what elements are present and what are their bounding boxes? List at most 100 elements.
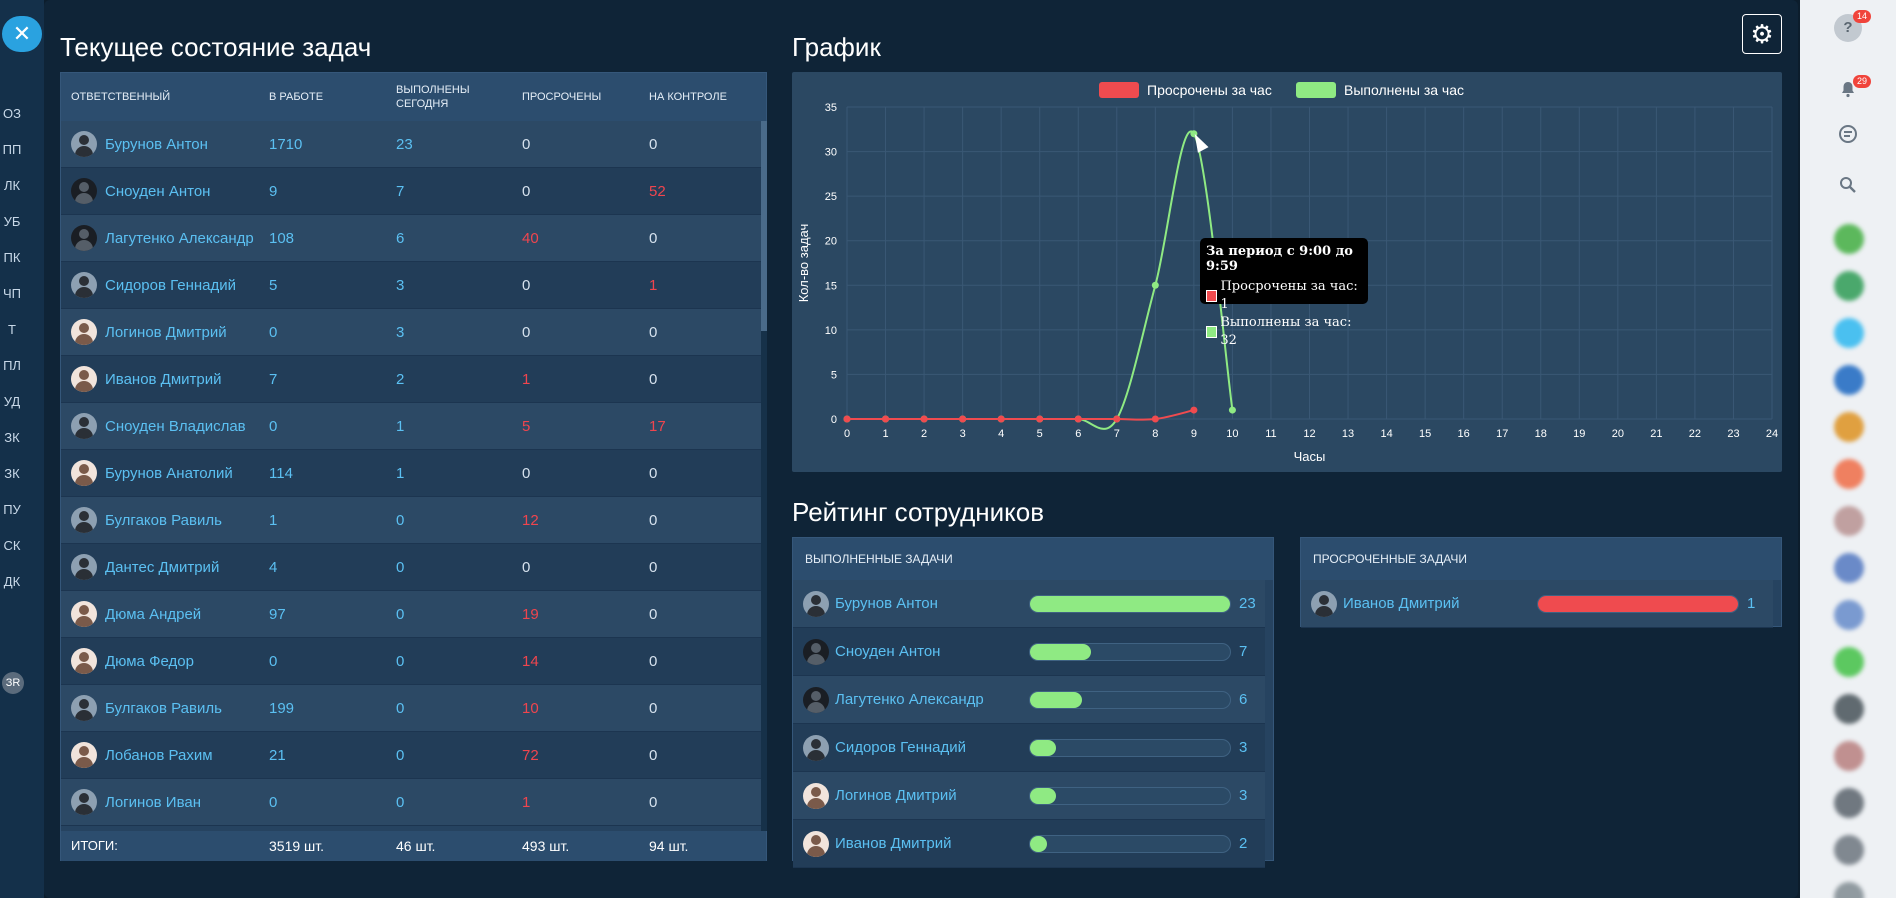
avatar[interactable] [71, 554, 97, 580]
col-responsible[interactable]: ответственный [71, 91, 171, 103]
in-work-value[interactable]: 0 [269, 794, 278, 811]
nav-item[interactable]: ЧП [2, 286, 21, 301]
responsible-name-text[interactable]: Сноуден Владислав [105, 417, 246, 435]
close-icon[interactable]: ✕ [2, 16, 42, 52]
overdue-value[interactable]: 12 [522, 512, 539, 529]
contact-avatar[interactable] [1834, 224, 1864, 254]
chat-icon[interactable] [1832, 124, 1864, 156]
responsible-name-text[interactable]: Дантес Дмитрий [105, 558, 220, 576]
contact-avatar[interactable] [1834, 318, 1864, 348]
nav-item[interactable]: ОЗ [3, 106, 21, 121]
responsible-name[interactable]: Логинов Дмитрий [105, 309, 265, 356]
responsible-name[interactable]: Дантес Дмитрий [105, 544, 265, 591]
avatar[interactable] [803, 591, 829, 617]
avatar[interactable] [71, 789, 97, 815]
avatar[interactable] [71, 319, 97, 345]
nav-item[interactable]: Т [8, 322, 16, 337]
avatar[interactable] [71, 178, 97, 204]
in-work-value[interactable]: 0 [269, 418, 278, 435]
avatar[interactable] [71, 648, 97, 674]
search-icon[interactable] [1832, 174, 1864, 206]
avatar[interactable] [71, 742, 97, 768]
responsible-name[interactable]: Дюма Андрей [105, 591, 265, 638]
control-value[interactable]: 1 [649, 277, 658, 294]
responsible-name[interactable]: Булгаков Равиль [105, 685, 265, 732]
avatar[interactable] [803, 735, 829, 761]
responsible-name-text[interactable]: Бурунов Антон [105, 135, 208, 153]
avatar[interactable] [71, 366, 97, 392]
done-value[interactable]: 3 [396, 324, 405, 341]
responsible-name[interactable]: Бурунов Анатолий [105, 450, 265, 497]
responsible-name-text[interactable]: Сидоров Геннадий [105, 276, 237, 294]
done-value[interactable]: 2 [396, 371, 405, 388]
done-value[interactable]: 1 [396, 465, 405, 482]
in-work-value[interactable]: 97 [269, 606, 286, 623]
avatar[interactable] [71, 225, 97, 251]
rating-name[interactable]: Иванов Дмитрий [835, 835, 952, 852]
responsible-name-text[interactable]: Логинов Иван [105, 793, 202, 811]
control-value[interactable]: 0 [649, 559, 658, 576]
control-value[interactable]: 0 [649, 794, 658, 811]
nav-item[interactable]: ДК [3, 574, 21, 589]
table-scroll-thumb[interactable] [761, 121, 767, 331]
in-work-value[interactable]: 0 [269, 324, 278, 341]
responsible-name-text[interactable]: Логинов Дмитрий [105, 323, 227, 341]
done-value[interactable]: 7 [396, 183, 405, 200]
responsible-name[interactable]: Лагутенко Александр [105, 215, 265, 262]
overdue-value[interactable]: 14 [522, 653, 539, 670]
in-work-value[interactable]: 199 [269, 700, 295, 717]
overdue-value[interactable]: 5 [522, 418, 531, 435]
contact-avatar[interactable] [1834, 459, 1864, 489]
contact-avatar[interactable] [1834, 271, 1864, 301]
in-work-value[interactable]: 108 [269, 230, 295, 247]
responsible-name-text[interactable]: Дюма Федор [105, 652, 194, 670]
overdue-value[interactable]: 72 [522, 747, 539, 764]
contact-avatar[interactable] [1834, 553, 1864, 583]
nav-item[interactable]: УБ [3, 214, 21, 229]
col-in-work[interactable]: в работе [269, 91, 324, 103]
responsible-name-text[interactable]: Сноуден Антон [105, 182, 211, 200]
avatar[interactable] [803, 783, 829, 809]
done-value[interactable]: 0 [396, 794, 405, 811]
done-value[interactable]: 0 [396, 747, 405, 764]
avatar[interactable] [71, 413, 97, 439]
avatar[interactable] [1311, 591, 1337, 617]
nav-bubble[interactable]: ЗR [2, 672, 24, 694]
in-work-value[interactable]: 9 [269, 183, 278, 200]
overdue-value[interactable]: 10 [522, 700, 539, 717]
overdue-value[interactable]: 40 [522, 230, 539, 247]
avatar[interactable] [71, 507, 97, 533]
responsible-name-text[interactable]: Лагутенко Александр [105, 229, 254, 247]
control-value[interactable]: 0 [649, 465, 658, 482]
contact-avatar[interactable] [1834, 600, 1864, 630]
bell-icon[interactable] [1832, 78, 1864, 110]
overdue-value[interactable]: 0 [522, 183, 531, 200]
rating-name[interactable]: Логинов Дмитрий [835, 787, 957, 804]
control-value[interactable]: 52 [649, 183, 666, 200]
avatar[interactable] [71, 460, 97, 486]
responsible-name-text[interactable]: Булгаков Равиль [105, 511, 222, 529]
responsible-name[interactable]: Бурунов Антон [105, 121, 265, 168]
control-value[interactable]: 0 [649, 653, 658, 670]
control-value[interactable]: 0 [649, 747, 658, 764]
avatar[interactable] [71, 131, 97, 157]
overdue-value[interactable]: 19 [522, 606, 539, 623]
nav-item[interactable]: ПУ [3, 502, 21, 517]
responsible-name[interactable]: Сноуден Владислав [105, 403, 265, 450]
avatar[interactable] [71, 272, 97, 298]
nav-item[interactable]: ПК [3, 250, 21, 265]
nav-item[interactable]: СК [3, 538, 21, 553]
in-work-value[interactable]: 1 [269, 512, 278, 529]
responsible-name-text[interactable]: Бурунов Анатолий [105, 464, 233, 482]
in-work-value[interactable]: 21 [269, 747, 286, 764]
control-value[interactable]: 0 [649, 324, 658, 341]
rating-name[interactable]: Лагутенко Александр [835, 691, 984, 708]
col-control[interactable]: на контроле [649, 91, 727, 103]
contact-avatar[interactable] [1834, 694, 1864, 724]
table-scrollbar[interactable] [761, 121, 767, 831]
done-value[interactable]: 1 [396, 418, 405, 435]
control-value[interactable]: 0 [649, 230, 658, 247]
responsible-name[interactable]: Сноуден Антон [105, 168, 265, 215]
in-work-value[interactable]: 5 [269, 277, 278, 294]
contact-avatar[interactable] [1834, 835, 1864, 865]
